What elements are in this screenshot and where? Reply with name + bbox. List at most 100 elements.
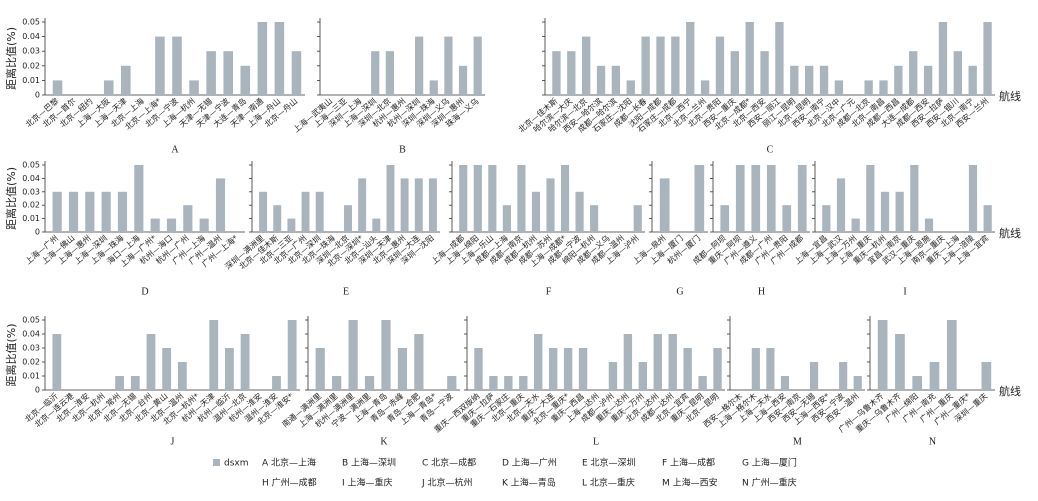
bar: [895, 334, 905, 390]
bar: [240, 334, 250, 390]
bar: [274, 22, 285, 95]
bar: [775, 22, 784, 95]
bar: [85, 191, 95, 232]
panel-title: A: [171, 144, 179, 155]
bar: [822, 205, 831, 232]
y-tick-label: 0.01: [22, 214, 40, 223]
bar: [134, 165, 144, 232]
bar: [953, 51, 962, 95]
legend-entry: M 上海—西安: [662, 477, 718, 489]
panel-title: D: [141, 286, 148, 297]
panel-title: L: [593, 436, 599, 447]
bar: [751, 348, 760, 390]
legend-entry: A 北京—上海: [262, 457, 316, 469]
bar: [909, 51, 918, 95]
bar: [459, 165, 468, 232]
bar: [698, 376, 707, 390]
legend-entry: G 上海—厦门: [742, 457, 797, 469]
legend-entry: H 广州—成都: [262, 477, 317, 489]
bar: [240, 65, 251, 95]
bar: [155, 36, 165, 95]
bar: [668, 334, 677, 390]
bar: [162, 348, 172, 390]
bar: [259, 191, 268, 232]
bar: [344, 205, 352, 232]
bar: [633, 205, 642, 232]
bar: [766, 348, 775, 390]
bar: [358, 178, 367, 232]
bar: [273, 205, 282, 232]
bar: [400, 178, 409, 232]
y-tick-label: 0: [35, 386, 40, 395]
legend-entry: K 上海—青岛: [502, 477, 556, 489]
bar: [121, 65, 131, 95]
bar: [117, 191, 128, 232]
legend-entry: E 北京—深圳: [582, 457, 636, 469]
legend-marker: [213, 459, 220, 466]
bar: [429, 80, 438, 95]
bar: [780, 376, 790, 390]
bar: [68, 191, 79, 232]
legend-entry: B 上海—深圳: [342, 457, 396, 469]
bar: [206, 51, 216, 95]
bar: [473, 36, 482, 95]
legend-entry: J 北京—杭州: [421, 477, 473, 489]
y-tick-label: 0.05: [22, 316, 40, 325]
bar: [291, 51, 302, 95]
bar: [686, 22, 695, 95]
bar: [397, 348, 408, 390]
bar: [560, 165, 570, 232]
bar: [575, 191, 584, 232]
bar: [534, 334, 543, 390]
bar: [189, 80, 199, 95]
bar: [805, 65, 814, 95]
bar: [683, 348, 692, 390]
bar: [52, 334, 62, 390]
bar: [929, 362, 940, 390]
bar: [745, 22, 754, 95]
bar: [415, 36, 424, 95]
bar: [473, 165, 482, 232]
panel-title: I: [903, 286, 906, 297]
y-axis-label: 距离比值(%): [4, 27, 18, 90]
x-axis-label: 航线: [999, 226, 1021, 240]
bar: [836, 178, 846, 232]
bar: [766, 165, 776, 232]
bar: [287, 320, 297, 390]
bar: [879, 80, 888, 95]
bar: [474, 348, 483, 390]
bar: [623, 334, 633, 390]
bar: [983, 205, 992, 232]
bar: [946, 320, 957, 390]
bar: [414, 334, 424, 390]
bar: [877, 320, 888, 390]
bar: [608, 362, 618, 390]
y-tick-label: 0.05: [22, 18, 40, 27]
bar: [315, 191, 324, 232]
bar: [809, 362, 819, 390]
bar: [866, 165, 875, 232]
y-axis-label: 距离比值(%): [4, 323, 18, 386]
legend-entry: F 上海—成都: [662, 457, 715, 469]
y-tick-label: 0.04: [22, 32, 40, 41]
y-tick-label: 0.04: [22, 174, 40, 183]
bar: [548, 348, 558, 390]
y-tick-label: 0.01: [22, 372, 40, 381]
bar: [790, 65, 799, 95]
panel-title: N: [929, 436, 936, 447]
bar: [590, 205, 599, 232]
bar: [880, 191, 890, 232]
bar: [371, 51, 380, 95]
bar: [386, 165, 395, 232]
bar: [458, 65, 468, 95]
bar: [567, 51, 576, 95]
bar: [504, 376, 513, 390]
y-tick-label: 0: [35, 228, 40, 237]
bar: [519, 376, 528, 390]
bar: [895, 191, 904, 232]
bar: [364, 376, 375, 390]
bar: [656, 36, 665, 95]
y-tick-label: 0.02: [22, 358, 40, 367]
panel-title: C: [767, 144, 774, 155]
bar: [834, 80, 844, 95]
